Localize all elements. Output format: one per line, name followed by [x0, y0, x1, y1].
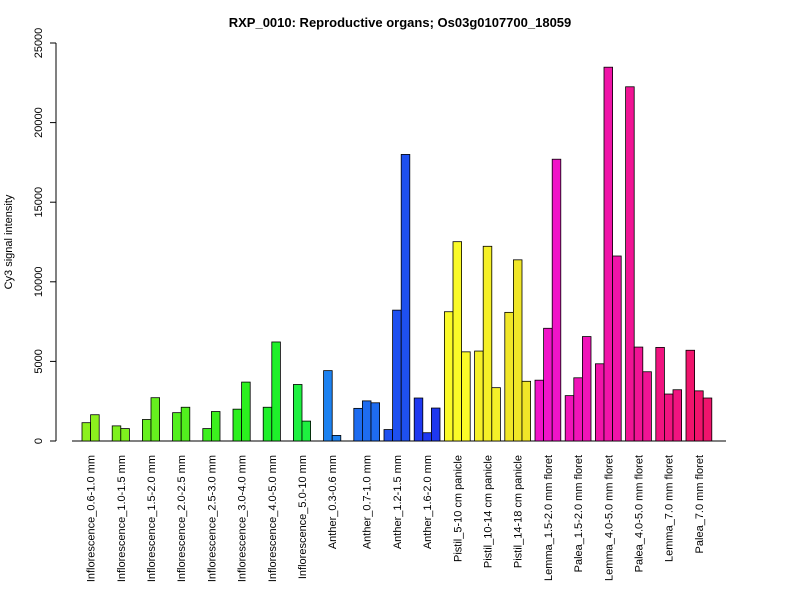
- bar: [672, 389, 683, 442]
- bar: [361, 400, 372, 442]
- bar: [564, 395, 575, 442]
- category-label: Inflorescence_2.5-3.0 mm: [206, 455, 218, 582]
- bar: [232, 408, 243, 442]
- bar: [81, 422, 92, 442]
- category-label: Inflorescence_4.0-5.0 mm: [267, 455, 279, 582]
- bar: [323, 370, 333, 442]
- bar: [603, 66, 614, 442]
- bar: [612, 255, 622, 442]
- bar: [292, 384, 303, 442]
- bar: [642, 371, 652, 442]
- category-label: Inflorescence_2.0-2.5 mm: [176, 455, 188, 582]
- bar: [271, 341, 281, 442]
- bar: [582, 336, 592, 442]
- category-label: Anther_0.7-1.0 mm: [362, 455, 374, 549]
- bar: [452, 241, 463, 442]
- bar: [90, 414, 100, 442]
- bar: [534, 379, 545, 442]
- category-label: Inflorescence_1.5-2.0 mm: [146, 455, 158, 582]
- bar: [353, 407, 363, 442]
- bar: [702, 397, 713, 442]
- bar: [331, 435, 342, 442]
- category-label: Palea_4.0-5.0 mm floret: [634, 455, 646, 572]
- bar: [241, 381, 251, 442]
- chart-title: RXP_0010: Reproductive organs; Os03g0107…: [229, 15, 572, 30]
- bar: [400, 154, 411, 442]
- bar: [474, 350, 484, 442]
- bar: [172, 412, 182, 442]
- bar: [513, 259, 523, 442]
- bar: [694, 390, 704, 442]
- bar: [491, 387, 501, 442]
- bar: [685, 349, 696, 442]
- category-label: Inflorescence_1.0-1.5 mm: [116, 455, 128, 582]
- bar: [655, 346, 665, 442]
- bar: [111, 425, 122, 442]
- bar: [370, 402, 381, 442]
- bar: [301, 420, 312, 442]
- category-label: Inflorescence_0.6-1.0 mm: [86, 455, 98, 582]
- y-tick-label: 10000: [33, 267, 45, 298]
- bars: [81, 66, 713, 442]
- category-label: Lemma_1.5-2.0 mm floret: [543, 455, 555, 581]
- y-axis-label: Cy3 signal intensity: [3, 194, 15, 289]
- y-tick-label: 25000: [33, 28, 45, 59]
- bar: [461, 351, 471, 442]
- bar: [422, 432, 432, 442]
- bar: [664, 393, 674, 442]
- category-labels: Inflorescence_0.6-1.0 mm Inflorescence_1.…: [86, 455, 706, 582]
- bar: [551, 158, 562, 442]
- y-tick-label: 15000: [33, 187, 45, 218]
- bar: [413, 397, 424, 442]
- category-label: Inflorescence_3.0-4.0 mm: [237, 455, 249, 582]
- bar: [180, 406, 191, 442]
- category-label: Pistil_10-14 cm panicle: [483, 455, 495, 568]
- bar: [625, 86, 635, 442]
- bar: [150, 397, 161, 442]
- category-label: Pistil_5-10 cm panicle: [452, 455, 464, 562]
- bar: [595, 363, 605, 442]
- bar: [504, 311, 514, 442]
- bar: [443, 311, 454, 442]
- bar: [573, 377, 583, 442]
- bar: [141, 419, 152, 442]
- bar: [482, 245, 493, 442]
- bar: [120, 428, 130, 442]
- category-label: Anther_0.3-0.6 mm: [327, 455, 339, 549]
- category-label: Palea_7.0 mm floret: [694, 455, 706, 553]
- category-label: Pistil_14-18 cm panicle: [513, 455, 525, 568]
- y-tick-label: 5000: [33, 349, 45, 373]
- bar: [210, 411, 221, 442]
- bar: [430, 407, 441, 442]
- y-tick-label: 20000: [33, 107, 45, 138]
- bar: [633, 346, 644, 442]
- bar: [543, 327, 553, 442]
- y-tick-label: 0: [33, 438, 45, 444]
- bar: [383, 429, 394, 442]
- bar: [262, 406, 273, 442]
- category-label: Lemma_4.0-5.0 mm floret: [603, 455, 615, 581]
- bar: [202, 428, 212, 442]
- category-label: Anther_1.2-1.5 mm: [392, 455, 404, 549]
- category-label: Palea_1.5-2.0 mm floret: [573, 455, 585, 572]
- category-label: Anther_1.6-2.0 mm: [422, 455, 434, 549]
- category-label: Lemma_7.0 mm floret: [664, 455, 676, 562]
- category-label: Inflorescence_5.0-10 mm: [297, 455, 309, 579]
- y-axis: 0 5000 10000 15000 20000 25000: [33, 28, 57, 444]
- bar: [392, 309, 402, 442]
- bar: [521, 380, 532, 442]
